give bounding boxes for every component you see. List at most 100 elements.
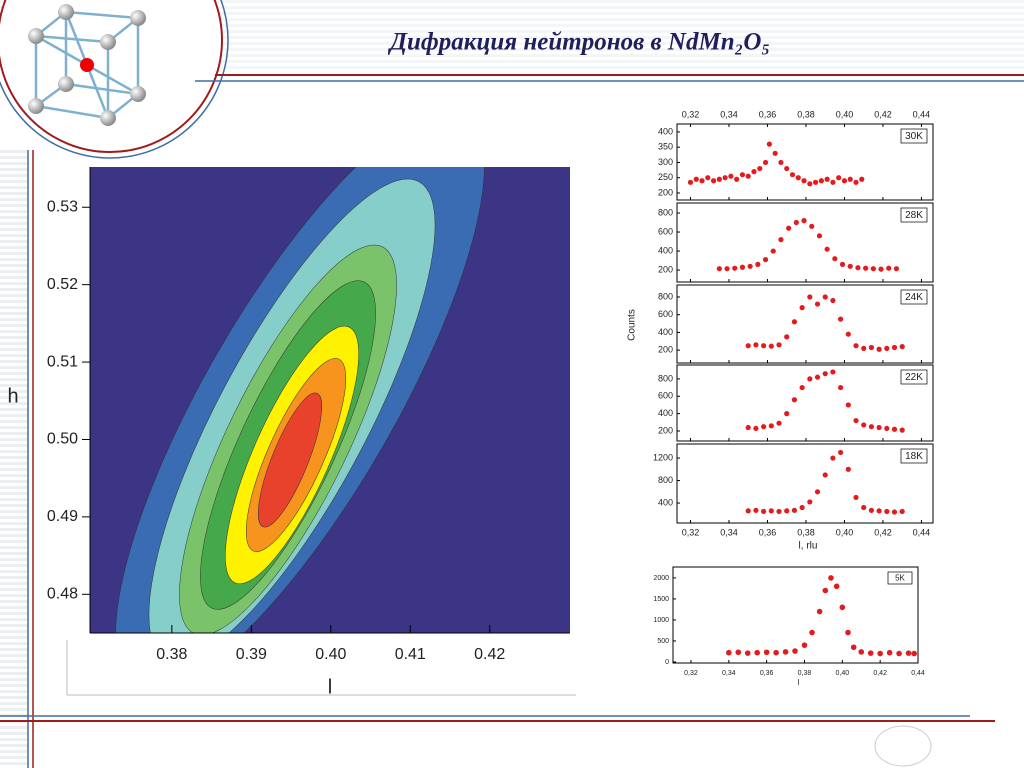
data-point — [896, 650, 902, 657]
data-point — [757, 165, 763, 172]
data-point — [766, 141, 772, 147]
data-point — [884, 508, 890, 515]
y-axis-label: Counts — [627, 309, 638, 341]
data-point — [905, 650, 912, 656]
x-tick-label: 0,40 — [836, 527, 854, 537]
data-point — [754, 649, 760, 656]
y-tick-label: 0.49 — [47, 508, 78, 525]
data-point — [814, 374, 821, 380]
panel-label: 28K — [905, 210, 923, 221]
y-tick-label: 200 — [658, 345, 673, 355]
data-point — [726, 649, 732, 656]
data-point — [899, 344, 905, 350]
data-point — [791, 507, 798, 513]
x-tick-label: 0,32 — [682, 109, 700, 119]
x-tick-label: 0,40 — [836, 109, 854, 119]
x-tick-label: 0,44 — [911, 670, 925, 677]
data-point — [807, 376, 813, 382]
data-point — [744, 650, 751, 656]
data-point — [753, 342, 759, 348]
x-tick-label: 0,40 — [836, 670, 850, 677]
y-tick-label: 400 — [658, 497, 673, 507]
data-point — [753, 507, 759, 513]
logo — [0, 0, 229, 159]
x-tick-label: 0.39 — [236, 646, 267, 663]
data-point — [762, 257, 769, 263]
panel-label-box — [900, 289, 928, 305]
data-point — [847, 263, 853, 269]
panel-label: 24K — [905, 292, 923, 303]
data-point — [809, 223, 815, 229]
data-point — [861, 422, 867, 428]
data-point — [778, 237, 784, 243]
y-tick-label: 2000 — [653, 575, 669, 582]
data-point — [776, 508, 782, 515]
data-point — [745, 424, 751, 431]
data-point — [868, 507, 875, 513]
data-point — [763, 649, 770, 656]
data-point — [899, 427, 905, 433]
y-tick-label: 400 — [658, 245, 673, 255]
data-point — [745, 508, 751, 514]
data-point — [838, 449, 844, 456]
data-point — [768, 343, 774, 349]
panel-frame — [676, 443, 934, 524]
data-point — [832, 256, 838, 262]
x-tick-label: 0,38 — [797, 109, 815, 119]
data-point — [687, 179, 694, 185]
y-tick-label: 400 — [658, 408, 673, 418]
data-point — [739, 172, 746, 178]
panel-frame — [676, 123, 934, 201]
data-point — [822, 587, 829, 594]
data-point — [867, 650, 874, 656]
y-tick-label: 800 — [658, 207, 673, 217]
data-point — [853, 343, 859, 349]
data-point — [789, 172, 796, 178]
data-point — [816, 608, 823, 615]
data-point — [801, 642, 808, 648]
x-tick-label: 0,36 — [759, 109, 777, 119]
data-point — [858, 649, 865, 655]
data-point — [768, 423, 774, 429]
y-tick-label: 1500 — [653, 596, 669, 603]
data-point — [782, 649, 789, 655]
data-point — [830, 297, 836, 304]
data-point — [728, 173, 734, 179]
data-point — [891, 509, 898, 515]
x-tick-label: 0.40 — [315, 646, 346, 663]
y-axis-label: h — [7, 385, 18, 407]
data-point — [876, 424, 882, 431]
data-point — [868, 424, 875, 430]
data-point — [822, 472, 828, 478]
data-point — [791, 397, 798, 403]
data-point — [762, 159, 769, 166]
data-point — [899, 508, 905, 515]
data-point — [807, 294, 813, 300]
data-point — [722, 175, 728, 181]
y-tick-label: 350 — [658, 142, 673, 152]
data-point — [886, 649, 893, 656]
y-tick-label: 500 — [657, 638, 669, 645]
x-tick-label: 0.38 — [156, 646, 187, 663]
decor-lines — [0, 74, 1024, 768]
data-point — [745, 343, 751, 349]
data-point — [824, 246, 830, 252]
x-tick-label: 0,32 — [682, 527, 700, 537]
y-tick-label: 800 — [658, 373, 673, 383]
data-point — [734, 176, 740, 182]
data-point — [822, 371, 828, 377]
data-point — [893, 266, 900, 272]
y-tick-label: 0.52 — [47, 276, 78, 293]
data-point — [755, 261, 761, 267]
data-point — [845, 402, 851, 408]
data-point — [801, 218, 807, 224]
data-point — [716, 176, 722, 182]
data-point — [807, 499, 813, 505]
y-tick-label: 600 — [658, 226, 673, 236]
x-tick-label: 0,34 — [720, 527, 738, 537]
data-point — [845, 331, 851, 337]
x-tick-label: 0.41 — [395, 646, 426, 663]
y-tick-label: 800 — [658, 475, 673, 485]
data-point — [859, 176, 865, 182]
